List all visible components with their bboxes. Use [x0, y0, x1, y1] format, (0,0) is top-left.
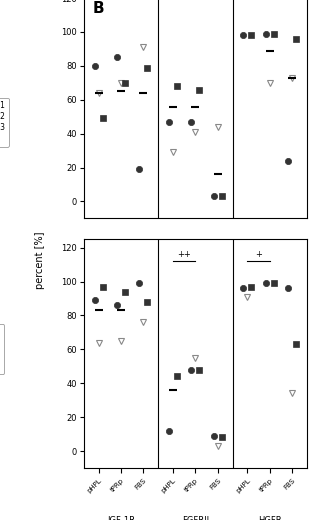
Text: HGFR: HGFR — [258, 516, 281, 520]
Legend: BM 1, BM 2, BM 3, MW: BM 1, BM 2, BM 3, MW — [0, 98, 9, 147]
Text: FGFRII: FGFRII — [182, 516, 209, 520]
Legend: LA1, LA2, LA3, MW: LA1, LA2, LA3, MW — [0, 324, 4, 374]
Text: +: + — [255, 250, 262, 258]
Text: IGF-1R: IGF-1R — [107, 516, 135, 520]
Text: ++: ++ — [177, 250, 191, 258]
Text: B: B — [93, 2, 104, 17]
Text: percent [%]: percent [%] — [35, 231, 45, 289]
